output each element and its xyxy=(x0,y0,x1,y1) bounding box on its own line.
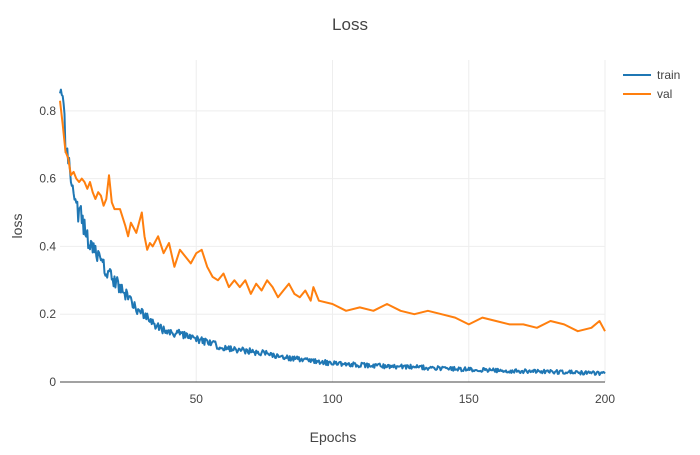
chart-title: Loss xyxy=(332,15,368,34)
series-line-train xyxy=(59,88,606,376)
x-tick-label: 100 xyxy=(322,392,342,406)
y-tick-label: 0.6 xyxy=(39,172,56,186)
y-axis-title: loss xyxy=(9,214,25,239)
y-tick-label: 0.2 xyxy=(39,307,56,321)
x-tick-label: 200 xyxy=(595,392,615,406)
series-line-val xyxy=(59,100,606,333)
x-axis-ticks: 50 100 150 200 xyxy=(190,392,616,406)
y-tick-label: 0 xyxy=(49,375,56,389)
y-axis-ticks: 0 0.2 0.4 0.6 0.8 xyxy=(39,104,56,389)
x-tick-label: 150 xyxy=(459,392,479,406)
y-tick-label: 0.4 xyxy=(39,239,56,253)
legend-label-train: train xyxy=(657,68,680,82)
x-tick-label: 50 xyxy=(190,392,204,406)
grid-lines xyxy=(60,60,606,382)
legend-label-val: val xyxy=(657,87,672,101)
y-tick-label: 0.8 xyxy=(39,104,56,118)
legend: train val xyxy=(623,68,680,101)
x-axis-title: Epochs xyxy=(310,429,357,445)
series-layer xyxy=(59,88,606,376)
